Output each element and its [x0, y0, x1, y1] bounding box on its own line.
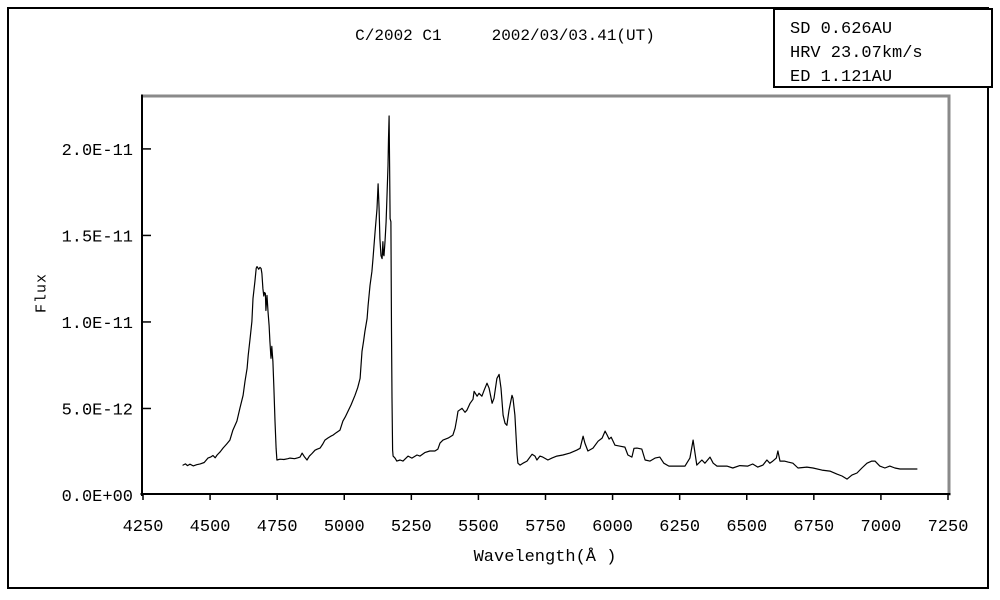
y-tick-label: 0.0E+00	[62, 488, 133, 507]
x-tick-label: 5000	[324, 518, 365, 537]
observation-info-box: SD 0.626AU HRV 23.07km/s ED 1.121AU	[773, 8, 993, 88]
info-line-hrv: HRV 23.07km/s	[790, 44, 923, 63]
x-tick-label: 6750	[793, 518, 834, 537]
x-tick-label: 4500	[190, 518, 231, 537]
y-tick-label: 2.0E-11	[62, 142, 133, 161]
y-tick-label: 1.0E-11	[62, 315, 133, 334]
outer-border	[7, 7, 989, 589]
y-tick-label: 1.5E-11	[62, 228, 133, 247]
x-tick-label: 4750	[257, 518, 298, 537]
x-tick-label: 4250	[123, 518, 164, 537]
chart-title-date: 2002/03/03.41(UT)	[491, 27, 655, 45]
info-line-ed: ED 1.121AU	[790, 68, 893, 87]
x-tick-label: 7000	[861, 518, 902, 537]
x-tick-label: 6250	[659, 518, 700, 537]
spectrum-line	[182, 115, 918, 480]
x-tick-label: 6500	[726, 518, 767, 537]
x-axis-title: Wavelength(Å )	[473, 548, 617, 567]
y-tick-label: 5.0E-12	[62, 401, 133, 420]
x-tick-label: 7250	[928, 518, 969, 537]
chart-title-object: C/2002 C1	[355, 27, 442, 45]
x-tick-label: 5500	[458, 518, 499, 537]
x-tick-label: 5250	[391, 518, 432, 537]
chart-title: C/2002 C1 2002/03/03.41(UT)	[355, 27, 655, 45]
x-tick-label: 6000	[592, 518, 633, 537]
info-line-sd: SD 0.626AU	[790, 20, 893, 39]
x-tick-label: 5750	[525, 518, 566, 537]
